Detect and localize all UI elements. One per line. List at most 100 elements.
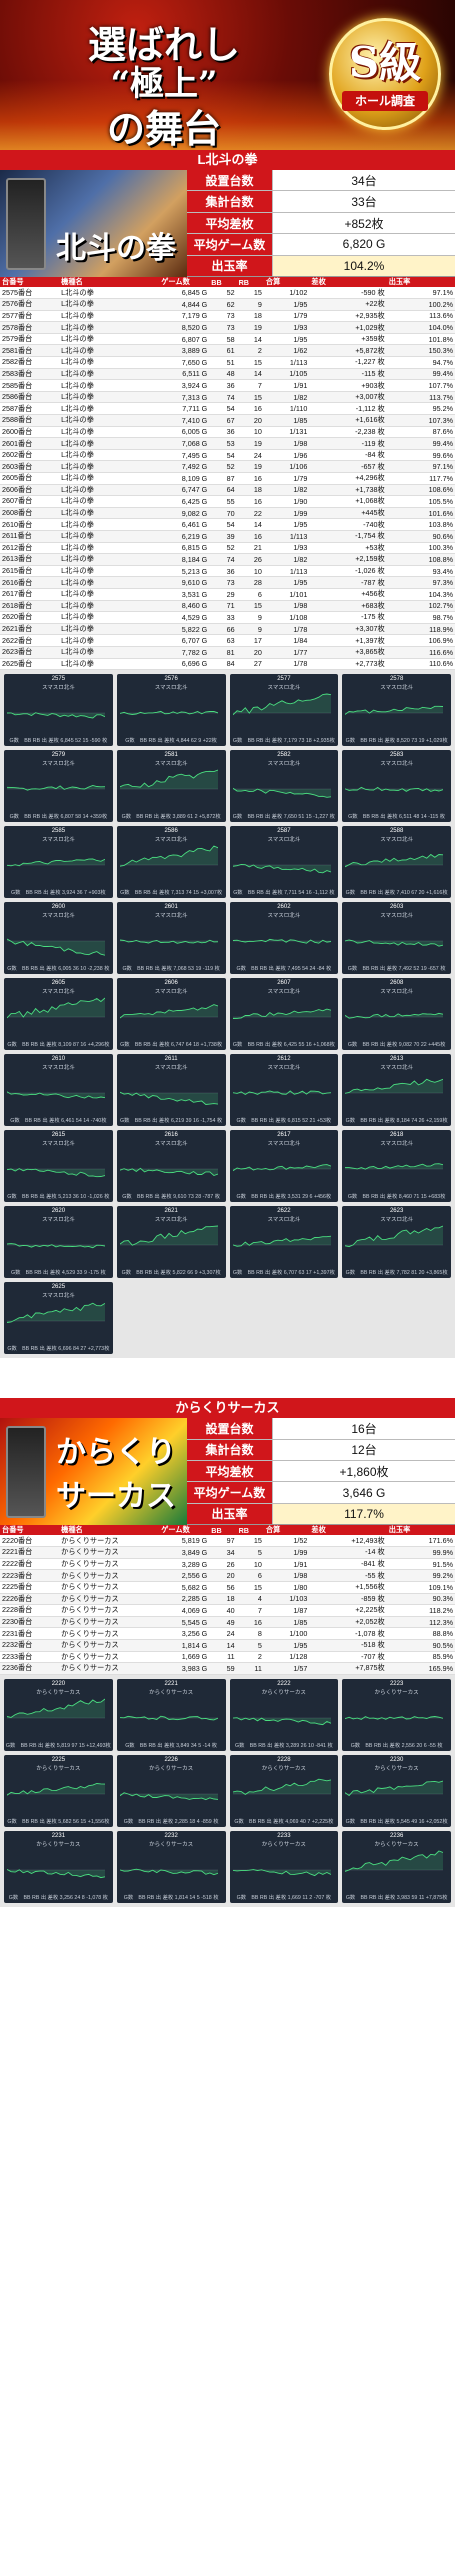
table-row[interactable]: 2588番台 L北斗の拳 7,410 G 67 20 1/85 +1,616枚 107.3%: [0, 414, 455, 427]
table-row[interactable]: 2623番台 L北斗の拳 7,782 G 81 20 1/77 +3,865枚 116.6%: [0, 646, 455, 659]
column-header: RB: [236, 277, 264, 287]
slump-graph-card[interactable]: 2236 からくりサーカス G数 BB RB 出 差枚 3,983 59 11 +7…: [342, 1830, 451, 1903]
slump-graph-card[interactable]: 2620 スマスロ北斗 G数 BB RB 出 差枚 4,529 33 9 -175 …: [4, 1206, 113, 1279]
slump-graph-card[interactable]: 2622 スマスロ北斗 G数 BB RB 出 差枚 6,707 63 17 +1,3…: [229, 1206, 339, 1279]
table-row[interactable]: 2616番台 L北斗の拳 9,610 G 73 28 1/95 -787 枚 97.3%: [0, 576, 455, 589]
table-row[interactable]: 2228番台 からくりサーカス 4,069 G 40 7 1/87 +2,225枚 118.2…: [0, 1604, 455, 1617]
table-cell: 73: [209, 321, 237, 334]
slump-graph-card[interactable]: 2600 スマスロ北斗 G数 BB RB 出 差枚 6,005 36 10 -2,2…: [4, 902, 113, 975]
slump-graph-card[interactable]: 2617 スマスロ北斗 G数 BB RB 出 差枚 3,531 29 6 +456枚: [229, 1130, 339, 1203]
table-row[interactable]: 2230番台 からくりサーカス 5,545 G 49 16 1/85 +2,052枚 112.…: [0, 1616, 455, 1629]
table-row[interactable]: 2620番台 L北斗の拳 4,529 G 33 9 1/108 -175 枚 98.7%: [0, 611, 455, 624]
slump-graph-card[interactable]: 2233 からくりサーカス G数 BB RB 出 差枚 1,669 11 2 -70…: [229, 1830, 339, 1903]
slump-graph-card[interactable]: 2623 スマスロ北斗 G数 BB RB 出 差枚 7,782 81 20 +3,8…: [342, 1206, 451, 1279]
slump-graph-card[interactable]: 2230 からくりサーカス G数 BB RB 出 差枚 5,545 49 16 +2…: [342, 1754, 451, 1827]
table-row[interactable]: 2236番台 からくりサーカス 3,983 G 59 11 1/57 +7,875枚 165.…: [0, 1662, 455, 1675]
table-row[interactable]: 2582番台 L北斗の拳 7,650 G 51 15 1/113 -1,227 枚 94.7%: [0, 356, 455, 369]
table-row[interactable]: 2611番台 L北斗の拳 6,219 G 39 16 1/113 -1,754 枚 90.6%: [0, 530, 455, 543]
slump-graph-card[interactable]: 2588 スマスロ北斗 G数 BB RB 出 差枚 7,410 67 20 +1,6…: [342, 826, 451, 899]
slump-graph-card[interactable]: 2586 スマスロ北斗 G数 BB RB 出 差枚 7,313 74 15 +3,0…: [116, 826, 226, 899]
slump-graph-card[interactable]: 2602 スマスロ北斗 G数 BB RB 出 差枚 7,495 54 24 -84 …: [229, 902, 339, 975]
table-row[interactable]: 2220番台 からくりサーカス 5,819 G 97 15 1/52 +12,493枚 171…: [0, 1535, 455, 1548]
slump-graph-card[interactable]: 2603 スマスロ北斗 G数 BB RB 出 差枚 7,492 52 19 -657…: [342, 902, 451, 975]
slump-graph-card[interactable]: 2610 スマスロ北斗 G数 BB RB 出 差枚 6,461 54 14 -740…: [4, 1054, 113, 1127]
slump-graph-card[interactable]: 2225 からくりサーカス G数 BB RB 出 差枚 5,682 56 15 +1…: [4, 1754, 113, 1827]
slump-graph-card[interactable]: 2579 スマスロ北斗 G数 BB RB 出 差枚 6,807 58 14 +359…: [4, 750, 113, 823]
table-row[interactable]: 2621番台 L北斗の拳 5,822 G 66 9 1/78 +3,307枚 118.9%: [0, 623, 455, 636]
slump-graph-card[interactable]: 2618 スマスロ北斗 G数 BB RB 出 差枚 8,460 71 15 +683…: [342, 1130, 451, 1203]
slump-graph-card[interactable]: 2582 スマスロ北斗 G数 BB RB 出 差枚 7,650 51 15 -1,2…: [229, 750, 339, 823]
table-row[interactable]: 2618番台 L北斗の拳 8,460 G 71 15 1/98 +683枚 102.7%: [0, 600, 455, 613]
table-row[interactable]: 2233番台 からくりサーカス 1,669 G 11 2 1/128 -707 枚 85.9%: [0, 1651, 455, 1664]
table-row[interactable]: 2603番台 L北斗の拳 7,492 G 52 19 1/106 -657 枚 97.1%: [0, 460, 455, 473]
slump-graph-card[interactable]: 2601 スマスロ北斗 G数 BB RB 出 差枚 7,068 53 19 -119…: [116, 902, 226, 975]
slump-graph-card[interactable]: 2578 スマスロ北斗 G数 BB RB 出 差枚 8,520 73 19 +1,0…: [342, 674, 451, 747]
slump-graph-card[interactable]: 2585 スマスロ北斗 G数 BB RB 出 差枚 3,924 36 7 +903枚: [4, 826, 113, 899]
slump-graph-card[interactable]: 2613 スマスロ北斗 G数 BB RB 出 差枚 8,184 74 26 +2,1…: [342, 1054, 451, 1127]
column-header: 合算: [263, 1525, 310, 1536]
slump-graph-card[interactable]: 2222 からくりサーカス G数 BB RB 出 差枚 3,289 26 10 -8…: [229, 1678, 339, 1751]
table-row[interactable]: 2617番台 L北斗の拳 3,531 G 29 6 1/101 +456枚 104.3%: [0, 588, 455, 601]
table-row[interactable]: 2625番台 L北斗の拳 6,696 G 84 27 1/78 +2,773枚 110.6%: [0, 658, 455, 671]
slump-graph-card[interactable]: 2577 スマスロ北斗 G数 BB RB 出 差枚 7,179 73 18 +2,9…: [229, 674, 339, 747]
table-row[interactable]: 2232番台 からくりサーカス 1,814 G 14 5 1/95 -518 枚 90.5%: [0, 1639, 455, 1652]
slump-graph-card[interactable]: 2611 スマスロ北斗 G数 BB RB 出 差枚 6,219 39 16 -1,7…: [116, 1054, 226, 1127]
table-row[interactable]: 2600番台 L北斗の拳 6,005 G 36 10 1/131 -2,238 枚 87.6%: [0, 426, 455, 439]
table-row[interactable]: 2601番台 L北斗の拳 7,068 G 53 19 1/98 -119 枚 99.4%: [0, 437, 455, 450]
slump-graph-card[interactable]: 2606 スマスロ北斗 G数 BB RB 出 差枚 6,747 64 18 +1,7…: [116, 978, 226, 1051]
table-row[interactable]: 2613番台 L北斗の拳 8,184 G 74 26 1/82 +2,159枚 108.8%: [0, 553, 455, 566]
slump-graph-card[interactable]: 2576 スマスロ北斗 G数 BB RB 出 差枚 4,844 62 9 +22枚: [116, 674, 226, 747]
table-row[interactable]: 2606番台 L北斗の拳 6,747 G 64 18 1/82 +1,738枚 108.6%: [0, 484, 455, 497]
graph-machine-number: 2582: [277, 752, 291, 759]
slump-graph-card[interactable]: 2220 からくりサーカス G数 BB RB 出 差枚 5,819 97 15 +1…: [4, 1678, 113, 1751]
slump-graph-card[interactable]: 2583 スマスロ北斗 G数 BB RB 出 差枚 6,511 48 14 -115…: [342, 750, 451, 823]
slump-graph-card[interactable]: 2221 からくりサーカス G数 BB RB 出 差枚 3,849 34 5 -14…: [116, 1678, 226, 1751]
slump-line: [119, 711, 218, 716]
table-row[interactable]: 2578番台 L北斗の拳 8,520 G 73 19 1/93 +1,029枚 104.0%: [0, 321, 455, 334]
table-row[interactable]: 2607番台 L北斗の拳 6,425 G 55 16 1/90 +1,068枚 105.5%: [0, 495, 455, 508]
table-row[interactable]: 2585番台 L北斗の拳 3,924 G 36 7 1/91 +903枚 107.7%: [0, 379, 455, 392]
slump-line: [119, 769, 218, 788]
table-row[interactable]: 2581番台 L北斗の拳 3,889 G 61 2 1/62 +5,872枚 150.3%: [0, 344, 455, 358]
table-row[interactable]: 2576番台 L北斗の拳 4,844 G 62 9 1/95 +22枚 100.2%: [0, 298, 455, 311]
table-row[interactable]: 2223番台 からくりサーカス 2,556 G 20 6 1/98 -55 枚 99.2%: [0, 1569, 455, 1582]
table-row[interactable]: 2579番台 L北斗の拳 6,807 G 58 14 1/95 +359枚 101.8%: [0, 333, 455, 346]
table-row[interactable]: 2612番台 L北斗の拳 6,815 G 52 21 1/93 +53枚 100.3%: [0, 542, 455, 555]
slump-graph-card[interactable]: 2231 からくりサーカス G数 BB RB 出 差枚 3,256 24 8 -1,…: [4, 1830, 113, 1903]
slump-graph-card[interactable]: 2607 スマスロ北斗 G数 BB RB 出 差枚 6,425 55 16 +1,0…: [229, 978, 339, 1051]
table-row[interactable]: 2231番台 からくりサーカス 3,256 G 24 8 1/100 -1,078 枚 88.…: [0, 1627, 455, 1640]
slump-area: [345, 1226, 444, 1247]
slump-graph-card[interactable]: 2605 スマスロ北斗 G数 BB RB 出 差枚 8,109 87 16 +4,2…: [4, 978, 113, 1051]
table-row[interactable]: 2226番台 からくりサーカス 2,285 G 18 4 1/103 -859 枚 90.3%: [0, 1593, 455, 1606]
slump-graph-card[interactable]: 2612 スマスロ北斗 G数 BB RB 出 差枚 6,815 52 21 +53枚: [229, 1054, 339, 1127]
graph-footer: G数 BB RB 出 差枚 3,256 24 8 -1,078 枚: [8, 1894, 108, 1901]
table-row[interactable]: 2222番台 からくりサーカス 3,289 G 26 10 1/91 -841 枚 91.5%: [0, 1558, 455, 1571]
table-row[interactable]: 2577番台 L北斗の拳 7,179 G 73 18 1/79 +2,935枚 113.6%: [0, 310, 455, 323]
table-row[interactable]: 2221番台 からくりサーカス 3,849 G 34 5 1/99 -14 枚 99.9%: [0, 1546, 455, 1559]
table-row[interactable]: 2575番台 L北斗の拳 6,845 G 52 15 1/102 -590 枚 97.1%: [0, 287, 455, 300]
slump-graph-card[interactable]: 2581 スマスロ北斗 G数 BB RB 出 差枚 3,889 61 2 +5,87…: [116, 750, 226, 823]
slump-graph-card[interactable]: 2228 からくりサーカス G数 BB RB 出 差枚 4,069 40 7 +2,…: [229, 1754, 339, 1827]
table-cell: 2: [236, 344, 264, 358]
table-row[interactable]: 2610番台 L北斗の拳 6,461 G 54 14 1/95 -740枚 103.8%: [0, 518, 455, 531]
slump-graph-card[interactable]: 2223 からくりサーカス G数 BB RB 出 差枚 2,556 20 6 -55…: [342, 1678, 451, 1751]
table-row[interactable]: 2587番台 L北斗の拳 7,711 G 54 16 1/110 -1,112 枚 95.2%: [0, 402, 455, 416]
slump-line-chart: [119, 1004, 218, 1019]
slump-graph-card[interactable]: 2608 スマスロ北斗 G数 BB RB 出 差枚 9,082 70 22 +445…: [342, 978, 451, 1051]
table-row[interactable]: 2225番台 からくりサーカス 5,682 G 56 15 1/80 +1,556枚 109.…: [0, 1581, 455, 1594]
table-row[interactable]: 2608番台 L北斗の拳 9,082 G 70 22 1/99 +445枚 101.6%: [0, 507, 455, 520]
slump-graph-card[interactable]: 2625 スマスロ北斗 G数 BB RB 出 差枚 6,696 84 27 +2,7…: [4, 1282, 113, 1355]
slump-graph-card[interactable]: 2616 スマスロ北斗 G数 BB RB 出 差枚 9,610 73 28 -787…: [116, 1130, 226, 1203]
slump-graph-card[interactable]: 2587 スマスロ北斗 G数 BB RB 出 差枚 7,711 54 16 -1,1…: [229, 826, 339, 899]
table-row[interactable]: 2615番台 L北斗の拳 5,213 G 36 10 1/113 -1,026 枚 93.4%: [0, 565, 455, 578]
slump-graph-card[interactable]: 2226 からくりサーカス G数 BB RB 出 差枚 2,285 18 4 -85…: [116, 1754, 226, 1827]
slump-graph-card[interactable]: 2615 スマスロ北斗 G数 BB RB 出 差枚 5,213 36 10 -1,0…: [4, 1130, 113, 1203]
slump-graph-card[interactable]: 2621 スマスロ北斗 G数 BB RB 出 差枚 5,822 66 9 +3,30…: [116, 1206, 226, 1279]
slump-graph-card[interactable]: 2575 スマスロ北斗 G数 BB RB 出 差枚 6,845 52 15 -590…: [4, 674, 113, 747]
table-row[interactable]: 2622番台 L北斗の拳 6,707 G 63 17 1/84 +1,397枚 106.9%: [0, 634, 455, 647]
table-row[interactable]: 2602番台 L北斗の拳 7,495 G 54 24 1/96 -84 枚 99.6%: [0, 449, 455, 462]
slump-graph-card[interactable]: 2232 からくりサーカス G数 BB RB 出 差枚 1,814 14 5 -51…: [116, 1830, 226, 1903]
table-row[interactable]: 2583番台 L北斗の拳 6,511 G 48 14 1/105 -115 枚 99.4%: [0, 368, 455, 381]
table-row[interactable]: 2586番台 L北斗の拳 7,313 G 74 15 1/82 +3,007枚 113.7%: [0, 391, 455, 404]
table-row[interactable]: 2605番台 L北斗の拳 8,109 G 87 16 1/79 +4,296枚 117.7%: [0, 472, 455, 485]
